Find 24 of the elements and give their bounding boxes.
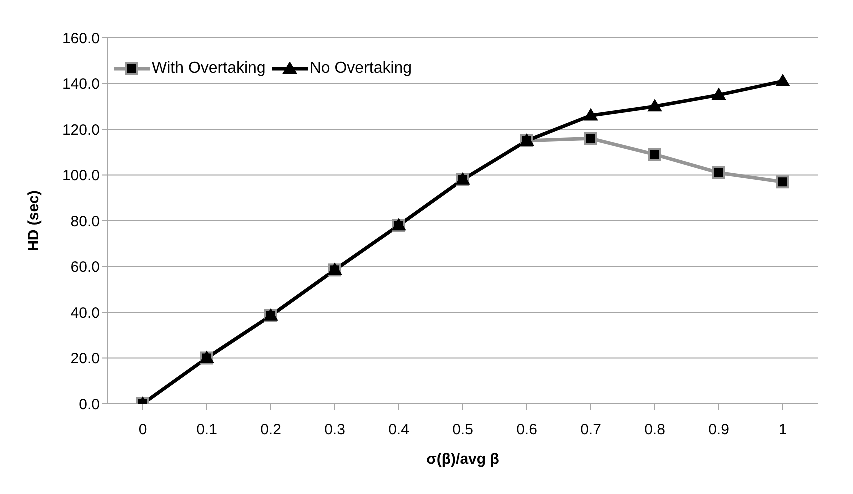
legend-label: No Overtaking	[308, 60, 412, 78]
y-tick-label: 120.0	[62, 122, 100, 139]
x-tick-label: 0.6	[516, 422, 538, 439]
x-tick-label: 0.2	[260, 422, 282, 439]
x-tick-label: 0.7	[580, 422, 602, 439]
y-tick-label: 60.0	[70, 259, 100, 276]
x-tick-label: 1	[778, 422, 788, 439]
x-tick-label: 0.1	[196, 422, 218, 439]
x-tick-label: 0.3	[324, 422, 346, 439]
x-tick-label: 0.4	[388, 422, 410, 439]
y-tick-label: 160.0	[62, 30, 100, 48]
x-tick-label: 0	[138, 422, 148, 439]
y-tick-label: 100.0	[62, 168, 100, 185]
y-tick-label: 40.0	[70, 304, 100, 322]
x-tick-label: 0.8	[644, 422, 666, 439]
x-tick-label: 0.5	[452, 422, 474, 439]
y-tick-label: 0.0	[79, 396, 100, 414]
y-axis-title: HD (sec)	[25, 190, 42, 252]
y-tick-label: 80.0	[70, 213, 100, 230]
y-tick-label: 20.0	[70, 350, 100, 368]
legend-label: With Overtaking	[151, 60, 266, 78]
x-tick-label: 0.9	[708, 422, 730, 439]
x-axis-title: σ(β)/avg β	[426, 451, 500, 468]
y-tick-label: 140.0	[62, 76, 100, 94]
